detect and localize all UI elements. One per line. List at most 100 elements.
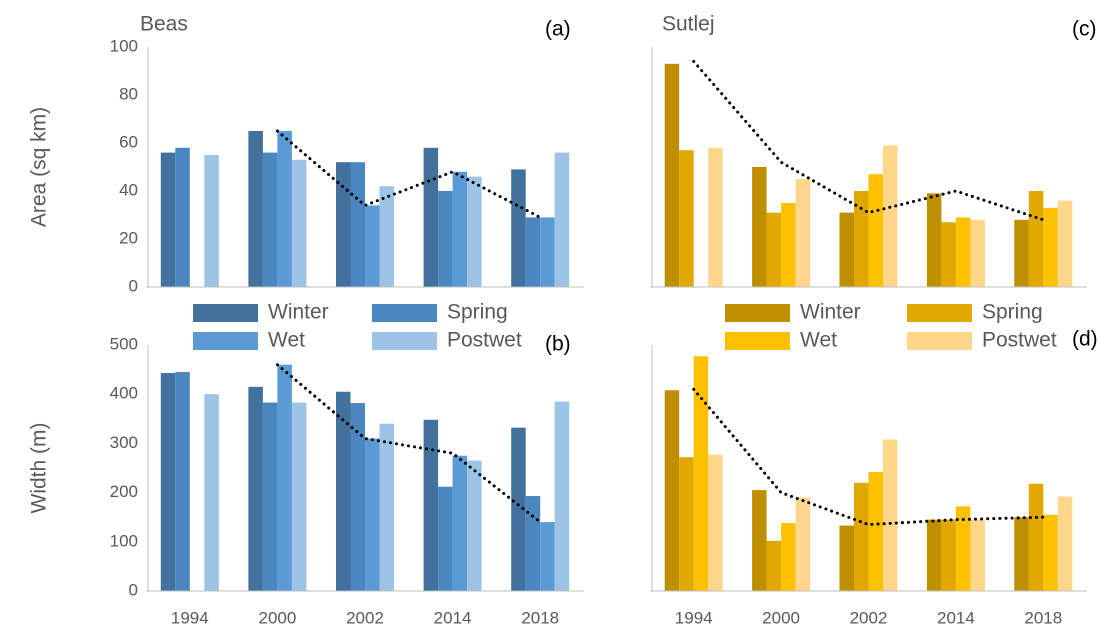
y-tick-label: 200 xyxy=(110,482,138,501)
bar xyxy=(438,486,453,591)
panel-label: (a) xyxy=(545,18,571,41)
bar xyxy=(883,145,898,287)
chart-title: Sutlej xyxy=(662,13,715,36)
y-tick-label: 0 xyxy=(129,580,138,599)
bar xyxy=(868,174,883,287)
bar xyxy=(708,147,723,287)
bar xyxy=(1028,191,1044,287)
bar xyxy=(438,191,453,287)
legend-swatch xyxy=(725,332,790,350)
bar xyxy=(1014,517,1029,591)
bar xyxy=(540,522,555,591)
bar xyxy=(452,171,468,287)
bar xyxy=(839,525,854,591)
legend-label: Postwet xyxy=(447,329,522,352)
bar xyxy=(467,460,482,591)
bar xyxy=(664,63,680,287)
bar xyxy=(926,193,942,287)
trend-line xyxy=(275,129,542,219)
chart-title: Beas xyxy=(140,13,188,36)
x-tick-label: 1994 xyxy=(171,608,209,627)
y-tick-label: 80 xyxy=(119,84,138,103)
bar xyxy=(248,131,263,287)
y-tick-label: 100 xyxy=(110,531,138,550)
bar xyxy=(336,391,351,591)
legend-swatch xyxy=(907,332,972,350)
y-tick-label: 0 xyxy=(129,276,138,295)
bar xyxy=(350,403,365,591)
x-tick-label: 2018 xyxy=(1024,608,1062,627)
y-tick-label: 20 xyxy=(119,228,138,247)
bar xyxy=(1028,483,1044,591)
bar xyxy=(1014,219,1029,287)
bar xyxy=(752,167,767,287)
bar xyxy=(766,540,782,591)
y-tick-label: 40 xyxy=(119,180,138,199)
bar xyxy=(554,152,570,287)
bar xyxy=(795,179,811,287)
bar xyxy=(1043,207,1058,287)
bar xyxy=(525,217,541,287)
bar xyxy=(175,147,190,287)
bar xyxy=(160,373,176,591)
bar xyxy=(350,162,365,287)
y-tick-label: 500 xyxy=(110,334,138,353)
legend-label: Spring xyxy=(447,301,508,324)
x-tick-label: 2002 xyxy=(346,608,384,627)
panel-label: (b) xyxy=(545,333,571,356)
bar xyxy=(511,427,526,591)
legend-label: Wet xyxy=(268,329,305,352)
bar xyxy=(277,364,292,591)
bar xyxy=(379,423,394,591)
bar xyxy=(941,222,956,287)
bar xyxy=(883,439,898,591)
bar xyxy=(336,162,351,287)
bar xyxy=(781,523,796,591)
legend-swatch xyxy=(193,304,258,322)
panel-label: (c) xyxy=(1072,18,1097,41)
bar xyxy=(423,147,439,287)
y-tick-label: 400 xyxy=(110,384,138,403)
bar xyxy=(248,386,263,591)
legend-label: Postwet xyxy=(982,329,1057,352)
bar xyxy=(926,519,942,591)
bar xyxy=(204,394,219,591)
bar xyxy=(839,212,854,287)
bar xyxy=(204,155,219,287)
bar xyxy=(708,454,723,591)
x-tick-label: 2014 xyxy=(434,608,472,627)
legend-swatch xyxy=(907,304,972,322)
bar xyxy=(1043,514,1058,591)
legend-swatch xyxy=(725,304,790,322)
x-tick-label: 2014 xyxy=(937,608,975,627)
bar xyxy=(970,219,985,287)
bar xyxy=(854,191,869,287)
x-tick-label: 2000 xyxy=(762,608,800,627)
bar xyxy=(291,159,307,287)
panel-label: (d) xyxy=(1072,328,1098,351)
trend-line xyxy=(275,363,542,524)
bar xyxy=(467,176,482,287)
bar xyxy=(941,519,956,591)
trend-line xyxy=(692,59,1045,222)
y-tick-label: 300 xyxy=(110,433,138,452)
y-tick-label: 100 xyxy=(110,36,138,55)
bar xyxy=(277,131,292,287)
legend-label: Wet xyxy=(800,329,837,352)
bar xyxy=(679,457,694,591)
x-tick-label: 2002 xyxy=(850,608,888,627)
bar xyxy=(511,169,526,287)
bar xyxy=(693,356,709,591)
x-tick-label: 1994 xyxy=(675,608,713,627)
bar xyxy=(175,372,190,591)
bar xyxy=(291,402,307,591)
y-axis-label: Area (sq km) xyxy=(28,107,51,227)
bar xyxy=(262,402,278,591)
bar xyxy=(160,152,176,287)
bar xyxy=(664,390,680,591)
bar xyxy=(365,205,380,287)
bar xyxy=(970,519,985,591)
bar xyxy=(262,152,278,287)
x-tick-label: 2000 xyxy=(258,608,296,627)
